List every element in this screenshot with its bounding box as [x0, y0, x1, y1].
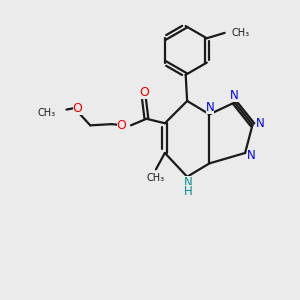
- Text: O: O: [117, 119, 127, 132]
- Text: CH₃: CH₃: [231, 28, 250, 38]
- Text: CH₃: CH₃: [147, 172, 165, 183]
- Text: O: O: [139, 85, 149, 98]
- Text: N: N: [247, 149, 256, 162]
- Text: N: N: [184, 176, 193, 189]
- Text: H: H: [184, 184, 193, 197]
- Text: N: N: [256, 117, 264, 130]
- Text: N: N: [230, 89, 239, 102]
- Text: N: N: [206, 101, 214, 114]
- Text: CH₃: CH₃: [38, 108, 56, 118]
- Text: O: O: [73, 102, 82, 115]
